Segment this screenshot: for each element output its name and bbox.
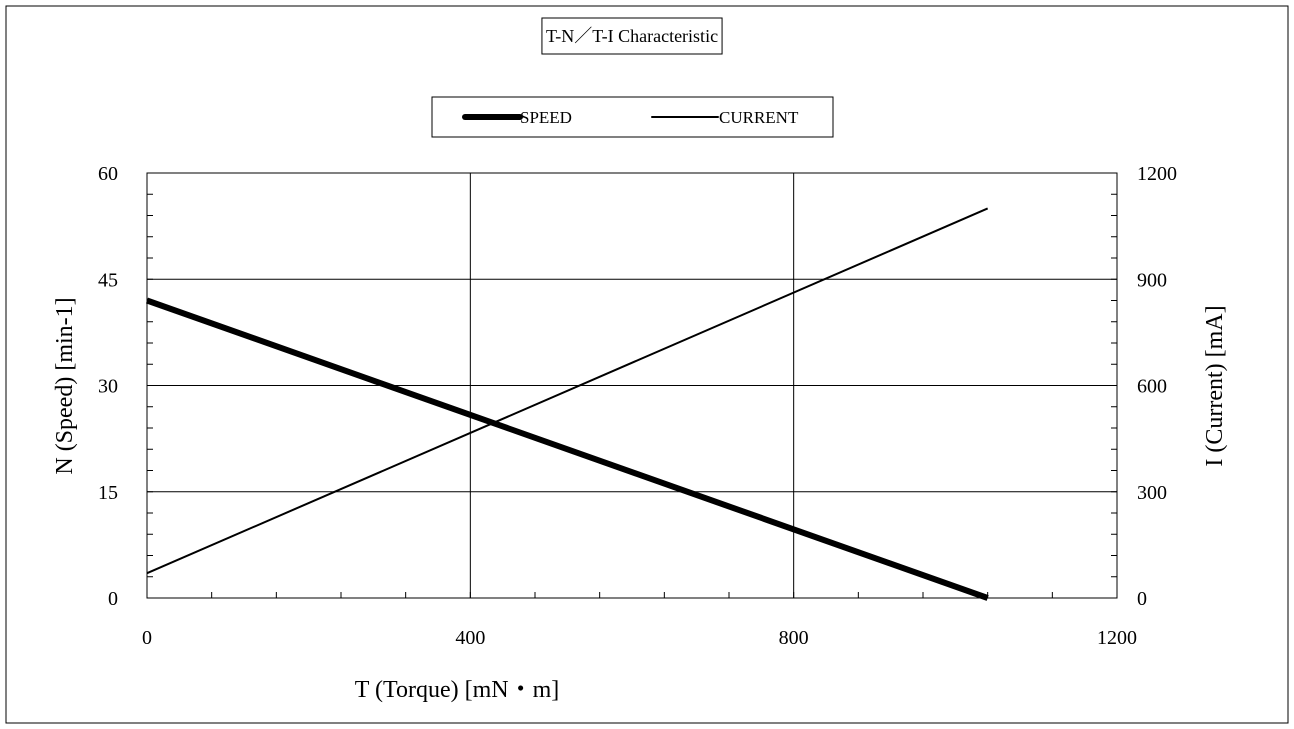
y-left-tick-label: 0 <box>108 588 118 610</box>
y-axis-left-label: N (Speed) [min-1] <box>52 297 78 474</box>
chart-title-box: T-N／T-I Characteristic <box>541 17 723 55</box>
y-right-tick-label: 900 <box>1137 269 1167 291</box>
x-tick-label: 800 <box>779 627 809 649</box>
y-left-tick-label: 60 <box>98 163 118 185</box>
y-left-tick-label: 30 <box>98 376 118 398</box>
legend: SPEED CURRENT <box>431 96 834 138</box>
x-axis-label: T (Torque) [mN・m] <box>355 677 560 703</box>
y-axis-right-label: I (Current) [mA] <box>1202 305 1228 466</box>
y-right-tick-label: 600 <box>1137 376 1167 398</box>
legend-label-current: CURRENT <box>719 108 799 127</box>
y-right-tick-label: 300 <box>1137 482 1167 504</box>
y-left-tick-label: 15 <box>98 482 118 504</box>
legend-label-speed: SPEED <box>520 108 572 127</box>
series-line-current <box>146 207 989 575</box>
y-right-tick-label: 0 <box>1137 588 1147 610</box>
grid <box>147 173 1117 598</box>
series <box>145 207 989 601</box>
chart-title: T-N／T-I Characteristic <box>546 26 718 46</box>
y-right-tick-label: 1200 <box>1137 163 1177 185</box>
y-left-tick-label: 45 <box>98 269 118 291</box>
x-tick-label: 0 <box>142 627 152 649</box>
x-tick-label: 1200 <box>1097 627 1137 649</box>
x-tick-label: 400 <box>455 627 485 649</box>
series-line-speed <box>145 297 989 601</box>
